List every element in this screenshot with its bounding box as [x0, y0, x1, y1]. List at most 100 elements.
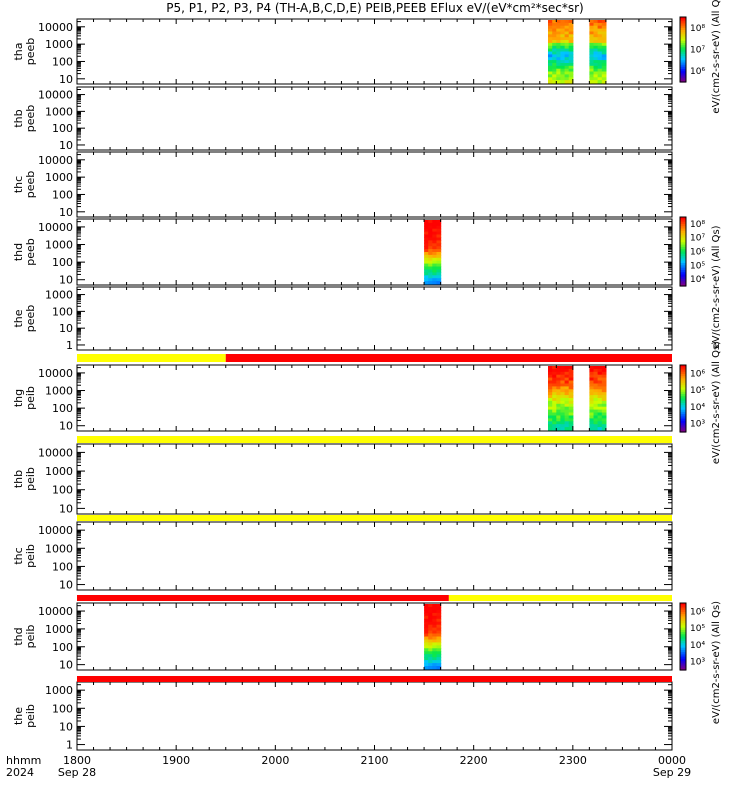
- colorbar-frame: [679, 216, 687, 287]
- spectrogram-cell: [428, 222, 433, 227]
- colorbar-cell: [680, 269, 686, 273]
- spectrogram-cell: [428, 225, 433, 230]
- spectrogram-cell: [436, 243, 442, 247]
- y-axis-label: peib: [24, 625, 37, 649]
- colorbar-cell: [680, 77, 686, 81]
- spectrogram-cell: [548, 28, 553, 33]
- spectrogram-cell: [601, 68, 607, 73]
- spectrogram-cell: [589, 424, 595, 428]
- spectrogram-cell: [432, 228, 437, 233]
- spectrogram-cell: [432, 615, 437, 620]
- spectrogram-cell: [556, 424, 561, 428]
- spectrogram-cell: [593, 392, 599, 396]
- colorbar-cell: [680, 283, 686, 287]
- spectrogram-cell: [601, 389, 607, 393]
- spectrogram-cell: [552, 389, 557, 393]
- spectrogram-cell: [597, 421, 603, 425]
- colorbar-cell: [680, 38, 686, 42]
- spectrogram-cell: [568, 68, 574, 73]
- colorbar-cell: [680, 256, 686, 259]
- spectrogram-cell: [428, 243, 433, 247]
- spectrogram-cell: [564, 421, 570, 425]
- spectrogram-cell: [548, 22, 553, 27]
- y-tick-label: 10: [59, 274, 73, 287]
- spectrogram-cell: [436, 609, 442, 614]
- colorbar-cell: [680, 36, 686, 40]
- spectrogram-cell: [436, 663, 442, 667]
- spectrogram-cell: [424, 249, 429, 253]
- spectrogram-cell: [428, 645, 433, 649]
- spectrogram-cell: [432, 222, 437, 227]
- colorbar-cell: [680, 611, 686, 615]
- spectrogram-cell: [593, 31, 599, 35]
- spectrogram-cell: [568, 383, 574, 387]
- spectrogram-cell: [424, 257, 429, 262]
- spectrogram-cell: [424, 657, 429, 661]
- spectrogram-cell: [568, 386, 574, 390]
- spectrogram-cell: [589, 77, 595, 81]
- spectrogram-cell: [548, 389, 553, 393]
- spectrogram-cell: [601, 42, 607, 47]
- spectrogram-cell: [589, 415, 595, 419]
- spectrogram-cell: [564, 371, 570, 376]
- spectrogram-cell: [589, 403, 595, 408]
- spectrogram-cell: [428, 618, 433, 623]
- spectrogram-cell: [560, 74, 566, 78]
- spectrogram-cell: [593, 60, 599, 64]
- colorbar-cell: [680, 643, 686, 646]
- spectrogram-cell: [424, 234, 429, 238]
- colorbar-cell: [680, 221, 686, 225]
- spectrogram-cell: [601, 392, 607, 396]
- y-axis-label: thd: [12, 243, 25, 261]
- y-tick-label: 10: [59, 322, 73, 335]
- spectrogram-cell: [432, 651, 437, 655]
- spectrogram-cell: [589, 395, 595, 399]
- spectrogram-cell: [560, 60, 566, 64]
- spectrogram-cell: [556, 31, 561, 35]
- spectrogram-cell: [564, 40, 570, 44]
- colorbar-cell: [680, 641, 686, 644]
- spectrogram-cell: [552, 386, 557, 390]
- spectrogram-cell: [589, 42, 595, 47]
- colorbar-cell: [680, 62, 686, 66]
- spectrogram-cell: [424, 604, 429, 608]
- spectrogram-cell: [560, 57, 566, 61]
- spectrogram-cell: [568, 42, 574, 47]
- spectrogram-cell: [548, 374, 553, 379]
- colorbar-cell: [680, 23, 686, 27]
- spectrogram-cell: [564, 74, 570, 78]
- status-segment: [77, 515, 672, 521]
- spectrogram-cell: [564, 424, 570, 428]
- spectrogram-cell: [560, 409, 566, 414]
- spectrogram-cell: [589, 368, 595, 373]
- spectrogram-cell: [560, 51, 566, 55]
- spectrogram-cell: [593, 400, 599, 405]
- spectrogram-cell: [597, 427, 603, 431]
- colorbar-cell: [680, 656, 686, 660]
- status-bar-thd_peib: [77, 676, 672, 682]
- spectrogram-cell: [428, 630, 433, 635]
- spectrogram-cell: [428, 657, 433, 661]
- spectrogram-cell: [568, 31, 574, 35]
- colorbar-cell: [680, 382, 686, 386]
- spectrogram-cell: [589, 427, 595, 431]
- spectrogram-cell: [589, 398, 595, 402]
- spectrogram-cell: [568, 71, 574, 75]
- spectrogram-cell: [556, 68, 561, 73]
- spectrogram-cell: [552, 392, 557, 396]
- spectrogram-cell: [424, 607, 429, 611]
- spectrogram-cell: [428, 615, 433, 620]
- spectrogram-cell: [552, 42, 557, 47]
- spectrogram-cell: [428, 275, 433, 279]
- spectrogram-cell: [548, 409, 553, 414]
- spectrogram-cell: [556, 380, 561, 384]
- spectrogram-cell: [436, 618, 442, 623]
- spectrogram-cell: [593, 418, 599, 422]
- colorbar-cell: [680, 396, 686, 400]
- spectrogram-cell: [560, 366, 566, 370]
- spectrogram-cell: [428, 654, 433, 658]
- spectrogram-cell: [548, 380, 553, 384]
- spectrogram-cell: [593, 368, 599, 373]
- spectrogram-cell: [428, 627, 433, 632]
- spectrogram-cell: [589, 383, 595, 387]
